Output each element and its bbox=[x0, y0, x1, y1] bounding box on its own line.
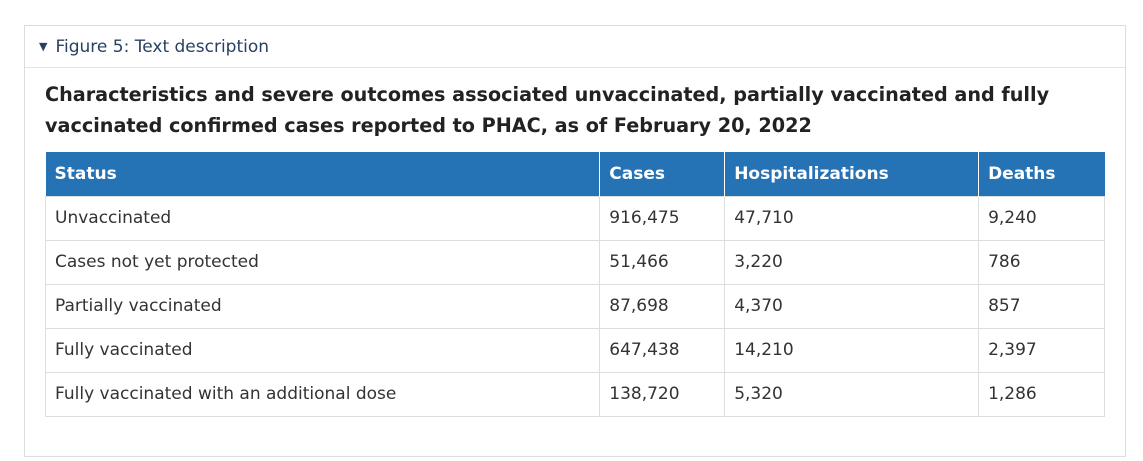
table-row: Unvaccinated 916,475 47,710 9,240 bbox=[44, 195, 1105, 241]
cell-hospitalizations: 47,710 bbox=[724, 195, 980, 241]
table-caption: Characteristics and severe outcomes asso… bbox=[45, 83, 1050, 137]
table-row: Fully vaccinated with an additional dose… bbox=[44, 371, 1105, 417]
header-deaths: Deaths bbox=[978, 152, 1105, 196]
cell-status: Partially vaccinated bbox=[44, 283, 601, 329]
cell-deaths: 2,397 bbox=[978, 327, 1105, 373]
cell-deaths: 857 bbox=[978, 283, 1105, 329]
figure-details-panel: ▼ Figure 5: Text description Characteris… bbox=[24, 25, 1126, 457]
cell-cases: 87,698 bbox=[599, 283, 726, 329]
cell-deaths: 786 bbox=[978, 239, 1105, 285]
data-table: Status Cases Hospitalizations Deaths Unv… bbox=[44, 152, 1105, 417]
triangle-down-icon: ▼ bbox=[39, 40, 48, 53]
header-hospitalizations: Hospitalizations bbox=[724, 152, 980, 196]
cell-hospitalizations: 4,370 bbox=[724, 283, 980, 329]
cell-cases: 51,466 bbox=[599, 239, 726, 285]
details-summary-label: Figure 5: Text description bbox=[55, 36, 270, 57]
details-summary-toggle[interactable]: ▼ Figure 5: Text description bbox=[25, 26, 1125, 68]
cell-hospitalizations: 5,320 bbox=[724, 371, 980, 417]
table-header-row: Status Cases Hospitalizations Deaths bbox=[45, 152, 1105, 196]
cell-deaths: 1,286 bbox=[978, 371, 1105, 417]
table-row: Partially vaccinated 87,698 4,370 857 bbox=[44, 283, 1105, 329]
cell-cases: 138,720 bbox=[599, 371, 726, 417]
cell-status: Fully vaccinated with an additional dose bbox=[44, 371, 601, 417]
cell-hospitalizations: 14,210 bbox=[724, 327, 980, 373]
cell-status: Unvaccinated bbox=[44, 195, 601, 241]
header-status: Status bbox=[45, 152, 601, 196]
cell-deaths: 9,240 bbox=[978, 195, 1105, 241]
header-cases: Cases bbox=[599, 152, 726, 196]
cell-cases: 647,438 bbox=[599, 327, 726, 373]
cell-status: Fully vaccinated bbox=[44, 327, 601, 373]
table-row: Cases not yet protected 51,466 3,220 786 bbox=[44, 239, 1105, 285]
table-row: Fully vaccinated 647,438 14,210 2,397 bbox=[44, 327, 1105, 373]
cell-hospitalizations: 3,220 bbox=[724, 239, 980, 285]
cell-status: Cases not yet protected bbox=[44, 239, 601, 285]
cell-cases: 916,475 bbox=[599, 195, 726, 241]
